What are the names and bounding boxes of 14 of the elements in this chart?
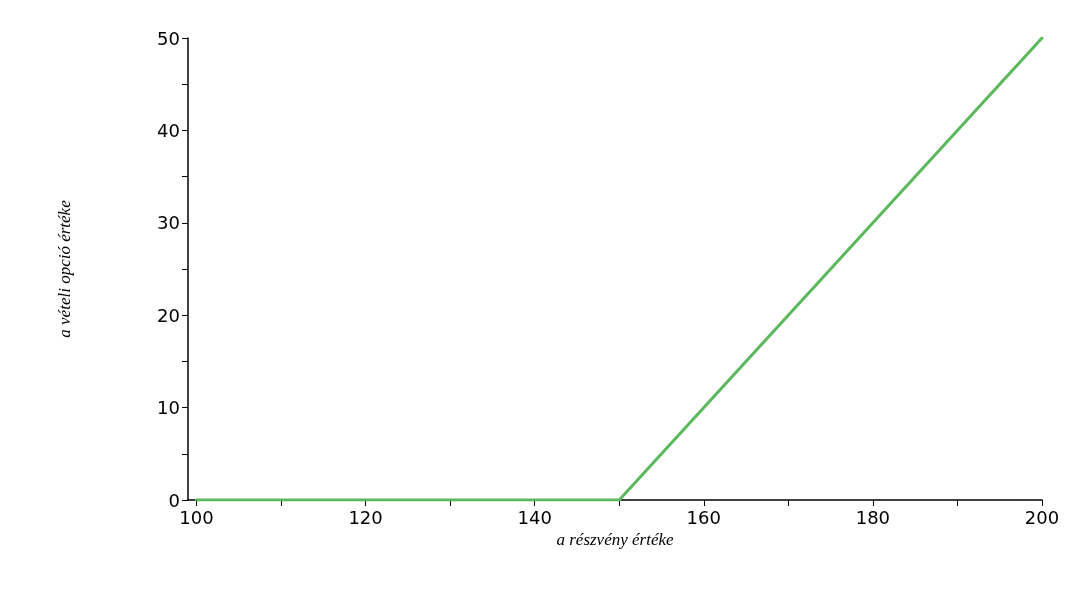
y-tick-label: 0 — [168, 489, 180, 511]
x-tick-label: 160 — [686, 506, 721, 528]
y-tick-label: 10 — [157, 397, 180, 419]
y-tick-label: 20 — [157, 304, 180, 326]
x-tick-label: 120 — [348, 506, 383, 528]
x-tick-label: 200 — [1024, 506, 1060, 528]
y-tick-label: 50 — [157, 27, 180, 49]
x-axis-title: a részvény értéke — [556, 529, 674, 549]
x-tick-label: 180 — [855, 506, 891, 528]
y-tick-label: 30 — [157, 212, 180, 234]
y-axis-title: a vételi opció értéke — [55, 199, 74, 338]
y-tick-label: 40 — [157, 119, 180, 141]
x-tick-label: 100 — [179, 506, 214, 528]
x-tick-label: 140 — [517, 506, 552, 528]
